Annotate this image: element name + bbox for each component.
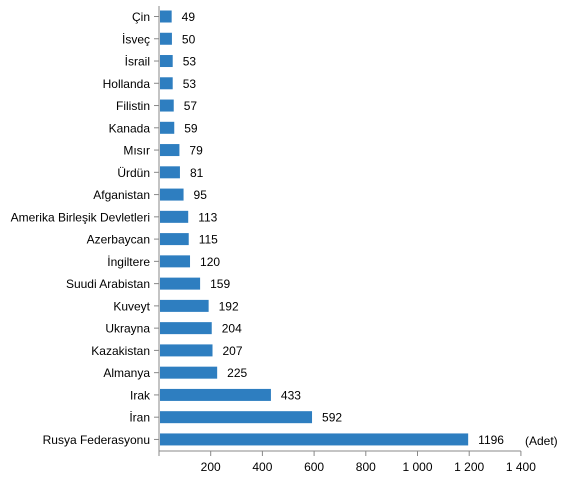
bar-4 (160, 99, 174, 112)
bar-7 (160, 166, 180, 179)
bar-3 (160, 77, 173, 90)
x-tick-label: 200 (201, 460, 221, 474)
bar-8 (160, 188, 184, 201)
x-tick-label: 800 (356, 460, 376, 474)
data-label: 53 (183, 77, 197, 91)
bar-6 (160, 144, 180, 157)
data-label: 207 (223, 344, 243, 358)
data-label: 159 (210, 277, 230, 291)
bar-11 (160, 255, 191, 268)
data-label: 50 (182, 32, 196, 46)
category-label: İsveç (122, 32, 150, 46)
bar-1 (160, 32, 172, 45)
bar-0 (160, 10, 172, 23)
bar-14 (160, 322, 212, 335)
data-label: 204 (222, 322, 242, 336)
category-label: Kuveyt (113, 299, 150, 313)
x-tick-label: 600 (304, 460, 324, 474)
bar-9 (160, 210, 189, 223)
category-label: İsrail (125, 55, 150, 69)
x-tick-label: 1 000 (402, 460, 432, 474)
data-label: 57 (184, 99, 198, 113)
category-label: Ürdün (117, 166, 150, 180)
bar-13 (160, 299, 209, 312)
bar-12 (160, 277, 201, 290)
category-label: Çin (132, 10, 150, 24)
category-label: Ukrayna (105, 322, 150, 336)
category-label: Almanya (103, 366, 150, 380)
category-label: Hollanda (103, 77, 151, 91)
bar-18 (160, 411, 313, 424)
x-tick-label: 400 (252, 460, 272, 474)
data-label: 115 (199, 233, 218, 247)
bar-16 (160, 366, 218, 379)
category-label: İran (129, 411, 150, 425)
category-label: Kanada (109, 121, 151, 135)
category-label: Suudi Arabistan (66, 277, 150, 291)
x-tick-label: 1 200 (454, 460, 484, 474)
data-label: 433 (281, 388, 301, 402)
unit-label: (Adet) (525, 434, 558, 448)
data-label: 113 (198, 210, 217, 224)
data-label: 120 (200, 255, 220, 269)
bar-2 (160, 55, 173, 68)
category-label: Kazakistan (91, 344, 150, 358)
data-label: 59 (184, 121, 198, 135)
category-label: Azerbaycan (87, 233, 150, 247)
category-label: Filistin (116, 99, 150, 113)
data-label: 95 (194, 188, 208, 202)
data-label: 79 (189, 144, 203, 158)
data-label: 1196 (478, 433, 504, 447)
category-label: Amerika Birleşik Devletleri (11, 210, 150, 224)
x-tick-label: 1 400 (506, 460, 536, 474)
bar-19 (160, 433, 469, 446)
data-label: 53 (183, 55, 197, 69)
data-label: 81 (190, 166, 204, 180)
bar-17 (160, 388, 271, 401)
data-label: 592 (322, 411, 342, 425)
data-label: 49 (182, 10, 196, 24)
bar-5 (160, 121, 175, 134)
category-label: Mısır (123, 144, 150, 158)
bar-15 (160, 344, 213, 357)
category-label: İngiltere (107, 255, 150, 269)
data-label: 225 (227, 366, 247, 380)
category-label: Rusya Federasyonu (43, 433, 150, 447)
category-label: Irak (130, 388, 151, 402)
bar-10 (160, 233, 189, 246)
category-label: Afganistan (93, 188, 150, 202)
data-label: 192 (219, 299, 239, 313)
